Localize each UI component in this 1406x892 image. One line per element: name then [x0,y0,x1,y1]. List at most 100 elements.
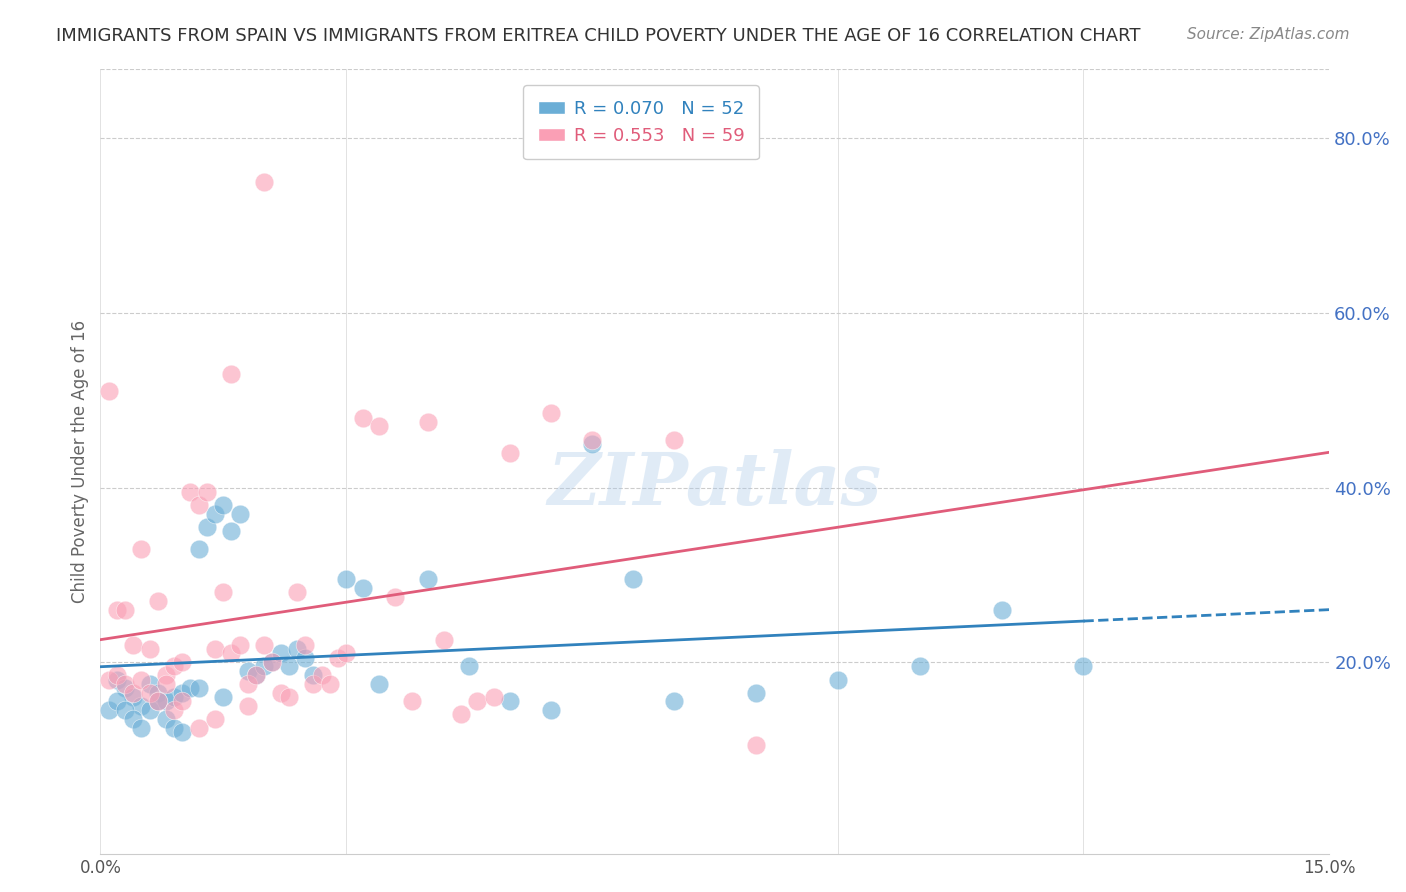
Point [262,655,284,669]
Point [352,410,374,425]
Point [236,664,259,678]
Point [138,686,160,700]
Point [146,694,169,708]
Point [187,541,209,556]
Point [352,581,374,595]
Point [401,694,423,708]
Point [662,694,685,708]
Point [212,498,235,512]
Point [228,507,250,521]
Point [138,642,160,657]
Point [499,694,522,708]
Point [228,638,250,652]
Point [662,433,685,447]
Text: ZIPatlas: ZIPatlas [548,450,882,520]
Legend: R = 0.070   N = 52, R = 0.553   N = 59: R = 0.070 N = 52, R = 0.553 N = 59 [523,86,759,160]
Point [195,484,218,499]
Point [172,694,194,708]
Point [114,681,136,696]
Point [270,646,292,660]
Point [450,707,472,722]
Point [827,673,849,687]
Point [482,690,505,704]
Point [367,419,389,434]
Point [114,703,136,717]
Point [745,686,768,700]
Point [155,694,177,708]
Point [179,681,201,696]
Point [212,585,235,599]
Point [179,484,201,499]
Point [221,646,243,660]
Point [187,721,209,735]
Text: IMMIGRANTS FROM SPAIN VS IMMIGRANTS FROM ERITREA CHILD POVERTY UNDER THE AGE OF : IMMIGRANTS FROM SPAIN VS IMMIGRANTS FROM… [56,27,1140,45]
Point [326,650,349,665]
Point [1073,659,1095,673]
Point [319,677,342,691]
Point [458,659,481,673]
Point [540,406,562,420]
Point [621,572,644,586]
Point [163,659,186,673]
Point [302,677,325,691]
Point [416,415,439,429]
Point [105,603,128,617]
Point [131,721,153,735]
Point [285,642,308,657]
Point [236,698,259,713]
Point [384,590,406,604]
Point [195,520,218,534]
Point [253,638,276,652]
Point [105,673,128,687]
Point [204,507,226,521]
Point [172,686,194,700]
Point [245,668,267,682]
Point [245,668,267,682]
Point [131,541,153,556]
Point [146,694,169,708]
Point [285,585,308,599]
Point [155,712,177,726]
Point [294,638,316,652]
Point [581,437,603,451]
Point [146,686,169,700]
Point [187,681,209,696]
Point [122,690,145,704]
Point [990,603,1012,617]
Point [212,690,235,704]
Point [163,721,186,735]
Point [416,572,439,586]
Point [302,668,325,682]
Point [138,677,160,691]
Point [122,686,145,700]
Point [114,677,136,691]
Point [172,725,194,739]
Point [105,694,128,708]
Point [262,655,284,669]
Point [581,433,603,447]
Point [335,646,357,660]
Point [155,668,177,682]
Point [335,572,357,586]
Point [277,690,299,704]
Point [138,703,160,717]
Point [204,642,226,657]
Point [122,638,145,652]
Point [163,690,186,704]
Point [499,445,522,459]
Point [433,633,456,648]
Point [204,712,226,726]
Point [277,659,299,673]
Point [221,524,243,538]
Point [540,703,562,717]
Point [270,686,292,700]
Point [97,384,120,399]
Text: Source: ZipAtlas.com: Source: ZipAtlas.com [1187,27,1350,42]
Point [172,655,194,669]
Y-axis label: Child Poverty Under the Age of 16: Child Poverty Under the Age of 16 [72,319,89,603]
Point [105,668,128,682]
Point [187,498,209,512]
Point [253,175,276,189]
Point [465,694,488,708]
Point [97,703,120,717]
